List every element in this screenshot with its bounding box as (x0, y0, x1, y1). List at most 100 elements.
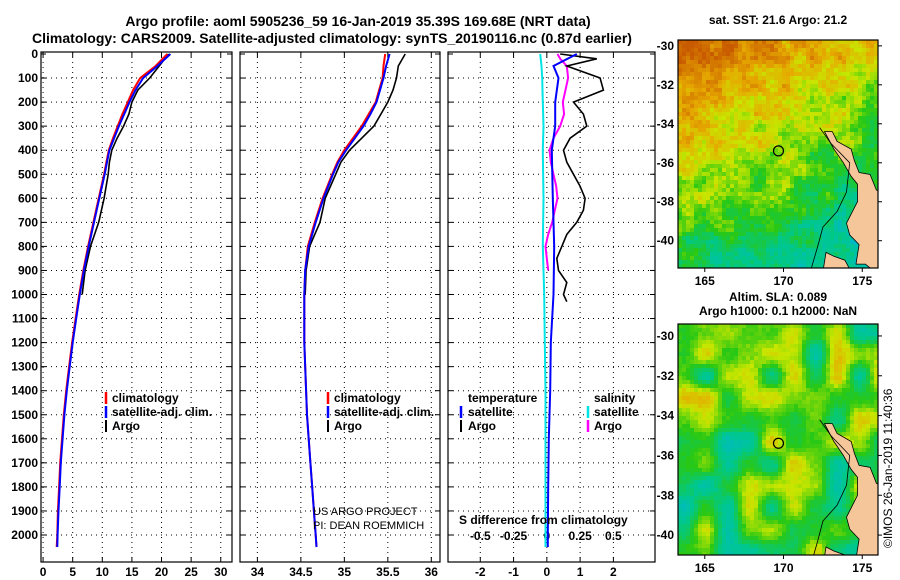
map-cell (722, 76, 726, 80)
map-cell (842, 228, 846, 232)
map-cell (746, 56, 750, 60)
map-cell (766, 144, 770, 148)
map-cell (774, 252, 778, 256)
map-cell (694, 236, 698, 240)
map-cell (682, 68, 686, 72)
map-cell (734, 132, 738, 136)
map-cell (826, 76, 830, 80)
map-cell (846, 72, 850, 76)
map-cell (834, 252, 838, 256)
map-cell (678, 216, 682, 220)
map-cell (714, 108, 718, 112)
map-cell (806, 220, 810, 224)
map-cell (694, 396, 698, 400)
map-cell (702, 344, 706, 348)
map-cell (778, 108, 782, 112)
map-cell (698, 392, 702, 396)
map-cell (758, 144, 762, 148)
map-cell (830, 220, 834, 224)
map-cell (778, 176, 782, 180)
map-cell (682, 152, 686, 156)
map-cell (810, 340, 814, 344)
map-cell (774, 100, 778, 104)
map-cell (806, 396, 810, 400)
map-cell (678, 172, 682, 176)
map-cell (726, 396, 730, 400)
map-cell (702, 152, 706, 156)
map-cell (842, 224, 846, 228)
map-cell (822, 344, 826, 348)
map-cell (682, 92, 686, 96)
map-cell (790, 452, 794, 456)
map-cell (826, 412, 830, 416)
map-cell (830, 376, 834, 380)
map-cell (754, 220, 758, 224)
map-cell (766, 204, 770, 208)
map-cell (838, 180, 842, 184)
legend-salinity-heading: salinity (594, 391, 636, 405)
map-cell (778, 248, 782, 252)
map-cell (822, 388, 826, 392)
map-cell (726, 216, 730, 220)
map-cell (786, 60, 790, 64)
map-cell (850, 372, 854, 376)
map-cell (746, 368, 750, 372)
map-cell (702, 76, 706, 80)
map-cell (710, 200, 714, 204)
map-cell (838, 128, 842, 132)
map-cell (854, 196, 858, 200)
map-cell (694, 176, 698, 180)
map-cell (726, 408, 730, 412)
map-cell (702, 68, 706, 72)
map-cell (814, 240, 818, 244)
map-cell (678, 164, 682, 168)
map-cell (746, 188, 750, 192)
map-cell (778, 432, 782, 436)
map-cell (678, 196, 682, 200)
map-cell (682, 132, 686, 136)
map-cell (858, 372, 862, 376)
map-cell (770, 336, 774, 340)
map-cell (810, 60, 814, 64)
map-cell (754, 260, 758, 264)
map-cell (702, 456, 706, 460)
map-cell (774, 188, 778, 192)
map-cell (842, 92, 846, 96)
map-cell (730, 216, 734, 220)
map-cell (726, 164, 730, 168)
map-cell (786, 388, 790, 392)
map-cell (802, 348, 806, 352)
map-cell (866, 144, 870, 148)
map-cell (718, 140, 722, 144)
map-cell (762, 264, 766, 268)
map-cell (834, 336, 838, 340)
map-cell (802, 408, 806, 412)
map-cell (690, 140, 694, 144)
map-cell (714, 428, 718, 432)
map-cell (818, 400, 822, 404)
map-cell (858, 360, 862, 364)
map-cell (730, 352, 734, 356)
map-cell (790, 216, 794, 220)
map-cell (738, 40, 742, 44)
map-cell (698, 88, 702, 92)
map-cell (774, 220, 778, 224)
map-cell (802, 244, 806, 248)
map-cell (742, 360, 746, 364)
map-cell (750, 416, 754, 420)
map-cell (866, 44, 870, 48)
map-cell (722, 64, 726, 68)
map-cell (698, 256, 702, 260)
map-cell (850, 52, 854, 56)
map-cell (842, 236, 846, 240)
map-cell (830, 216, 834, 220)
map-cell (786, 444, 790, 448)
map-cell (718, 136, 722, 140)
map-cell (686, 116, 690, 120)
map-cell (782, 392, 786, 396)
map-cell (798, 328, 802, 332)
map-cell (802, 104, 806, 108)
land-new-zealand (823, 131, 878, 268)
map-cell (846, 80, 850, 84)
series-argo (304, 53, 406, 295)
